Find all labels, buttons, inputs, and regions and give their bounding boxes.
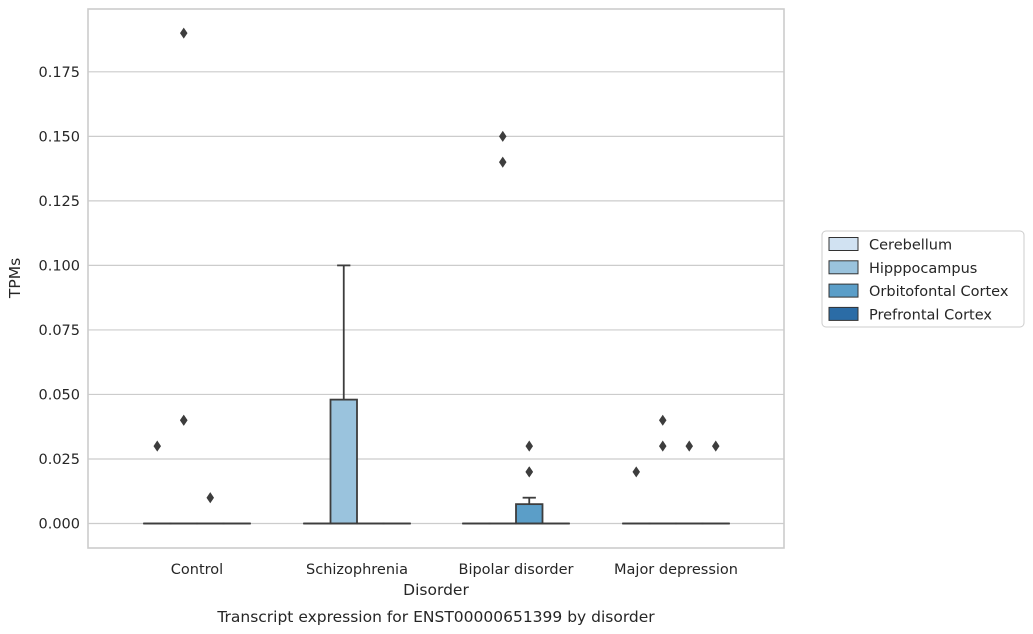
- y-tick-label: 0.025: [38, 452, 80, 468]
- legend-label: Orbitofontal Cortex: [869, 284, 1009, 300]
- y-tick-label: 0.150: [38, 129, 80, 145]
- box-group: [622, 466, 651, 525]
- legend-label: Prefrontal Cortex: [869, 307, 992, 323]
- outlier-point: [711, 440, 720, 452]
- outlier-point: [179, 414, 188, 426]
- outlier-point: [498, 156, 507, 168]
- box-group: [169, 27, 198, 525]
- legend-label: Hipppocampus: [869, 261, 977, 277]
- y-tick-label: 0.100: [38, 258, 80, 274]
- outlier-point: [658, 414, 667, 426]
- x-tick-label: Major depression: [614, 562, 738, 578]
- box: [329, 398, 358, 525]
- x-tick-label: Schizophrenia: [306, 562, 408, 578]
- outlier-point: [658, 440, 667, 452]
- y-tick-label: 0.125: [38, 194, 80, 210]
- x-axis-title: Disorder: [403, 581, 469, 599]
- box: [515, 503, 544, 525]
- x-tick-label: Control: [171, 562, 223, 578]
- chart-title: Transcript expression for ENST0000065139…: [216, 608, 655, 626]
- legend-swatch: [828, 306, 859, 321]
- legend-swatch: [828, 283, 859, 298]
- box-group: [675, 440, 704, 525]
- box-group: [488, 130, 517, 525]
- box-group: [701, 440, 730, 525]
- legend-swatch: [828, 260, 859, 275]
- plot-frame: [87, 8, 785, 549]
- y-axis-title: TPMs: [6, 258, 24, 299]
- y-axis-ticks: 0.000 0.025 0.050 0.075 0.100 0.125 0.150 0.175: [38, 65, 80, 533]
- legend-frame: [821, 230, 1025, 328]
- outlier-point: [525, 440, 534, 452]
- box-group: [648, 414, 677, 525]
- box-group: [329, 264, 358, 525]
- box-group: [196, 492, 225, 525]
- gridlines: [88, 71, 784, 525]
- x-axis-ticks: Control Schizophrenia Bipolar disorder Majo…: [171, 562, 738, 578]
- y-tick-label: 0.175: [38, 65, 80, 81]
- outlier-point: [153, 440, 162, 452]
- y-tick-label: 0.050: [38, 387, 80, 403]
- y-tick-label: 0.000: [38, 517, 80, 533]
- legend-label: Cerebellum: [869, 238, 952, 254]
- outlier-point: [179, 27, 188, 39]
- y-tick-label: 0.075: [38, 323, 80, 339]
- outlier-point: [632, 466, 641, 478]
- outlier-point: [498, 130, 507, 142]
- x-tick-label: Bipolar disorder: [459, 562, 574, 578]
- legend: Cerebellum Hipppocampus Orbitofontal Corte…: [821, 230, 1025, 328]
- outlier-point: [525, 466, 534, 478]
- legend-swatch: [828, 237, 859, 251]
- outlier-point: [685, 440, 694, 452]
- boxes: [143, 27, 730, 525]
- outlier-point: [206, 492, 215, 504]
- box-group: [143, 440, 172, 525]
- box-group: [515, 440, 544, 525]
